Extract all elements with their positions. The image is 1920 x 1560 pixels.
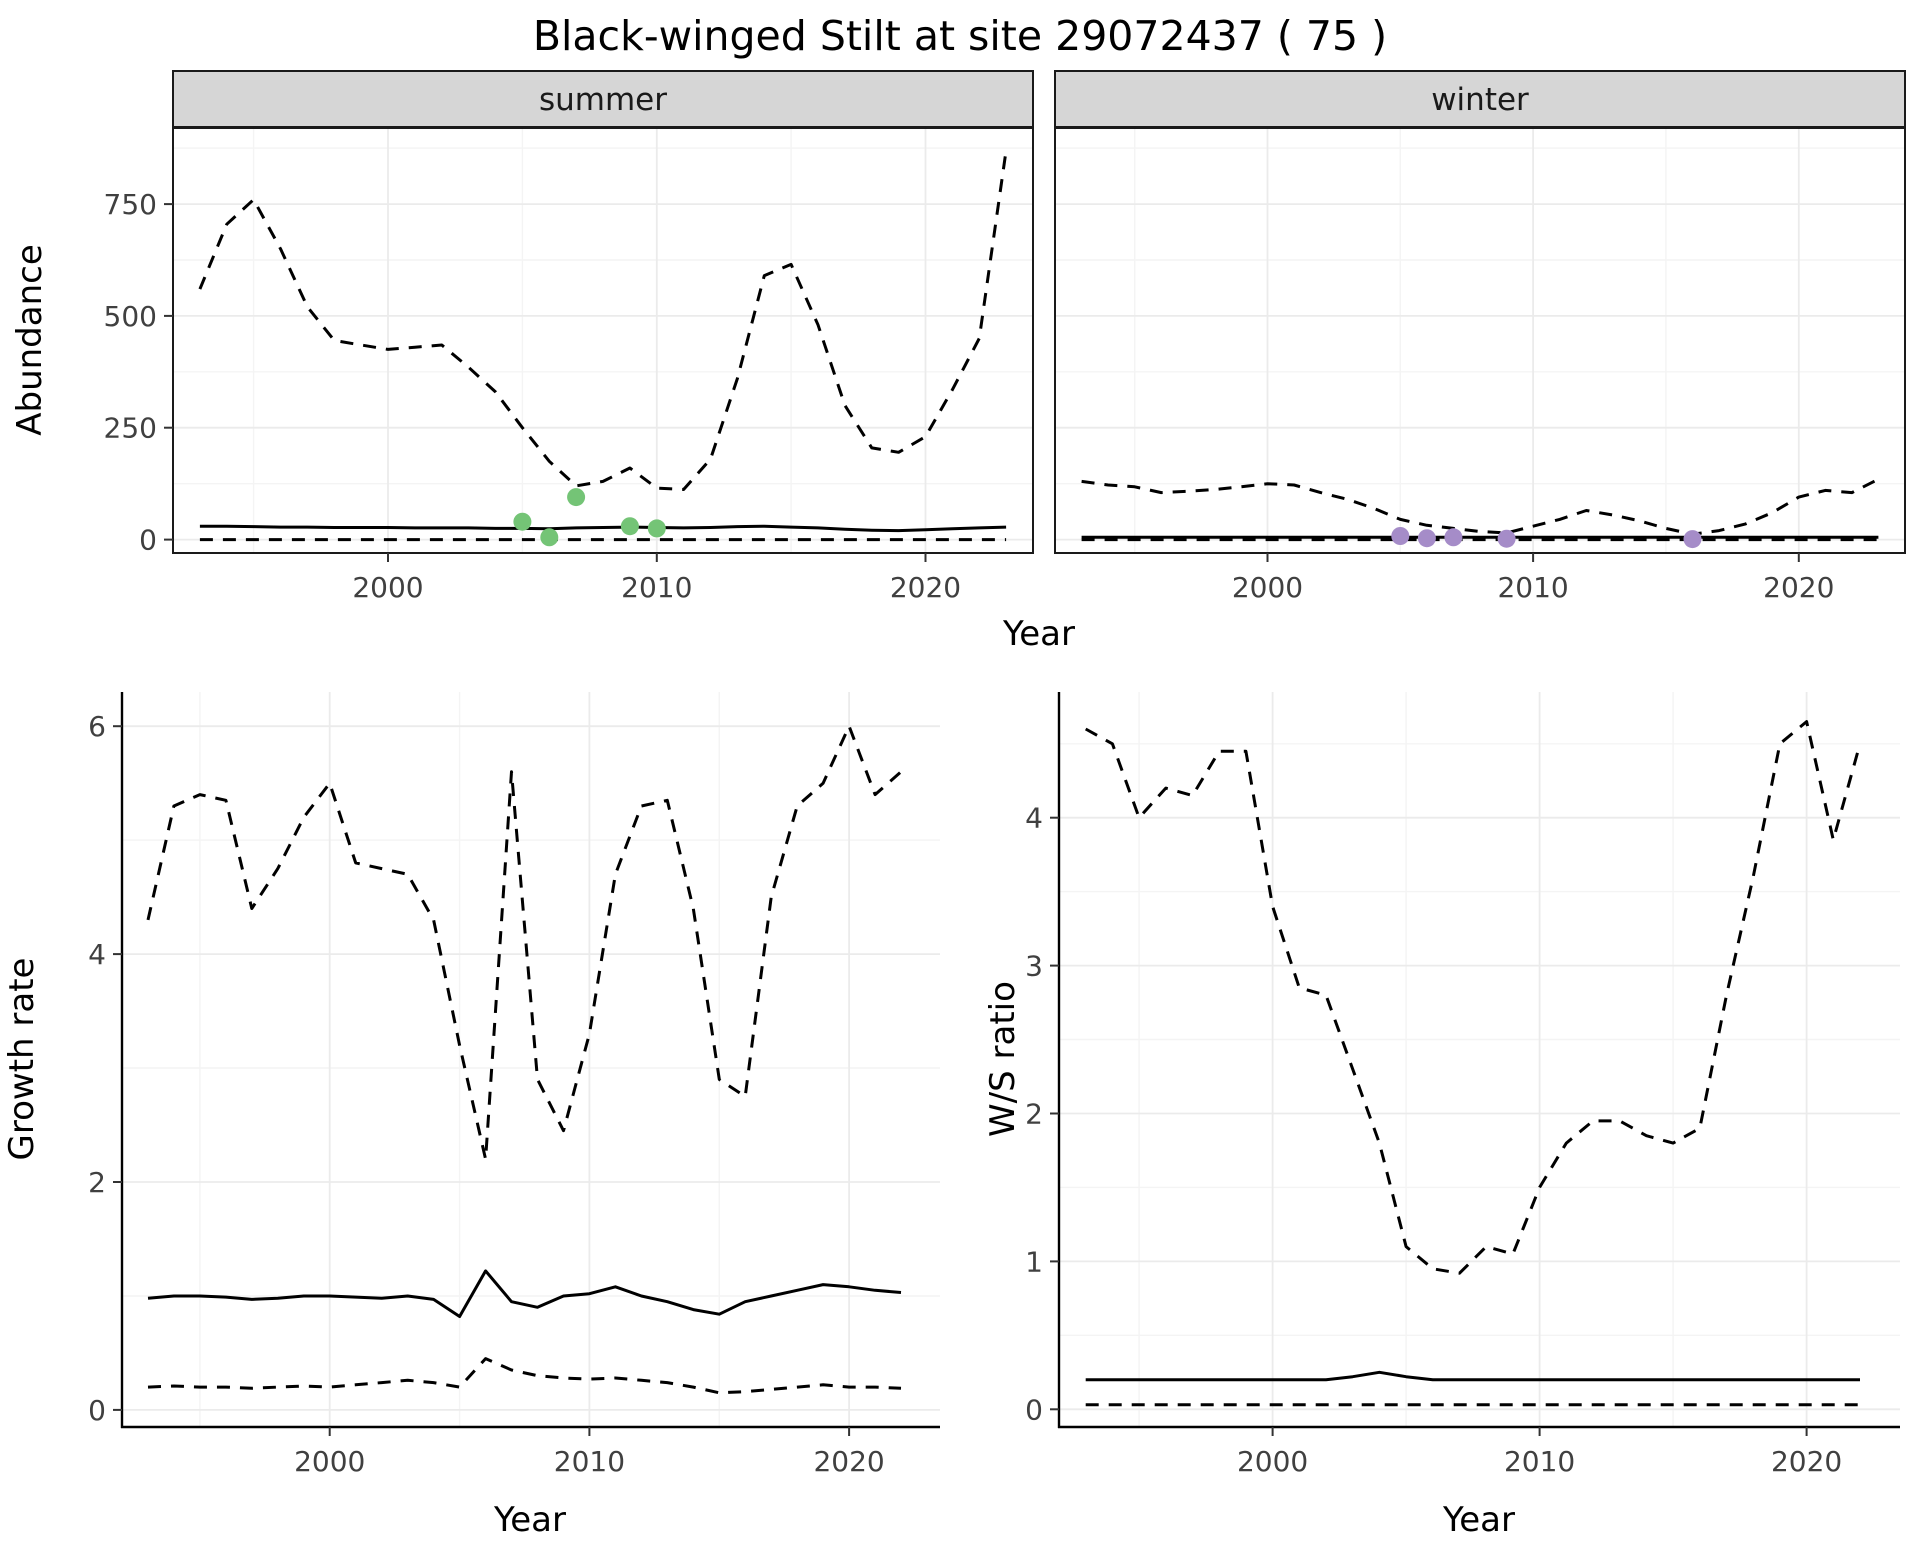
svg-text:250: 250 xyxy=(104,412,157,445)
svg-text:1: 1 xyxy=(1025,1245,1043,1278)
svg-text:2010: 2010 xyxy=(1504,1445,1575,1478)
abundance-winter-chart: 2000 2010 2020 winter xyxy=(1054,70,1906,604)
svg-text:500: 500 xyxy=(104,300,157,333)
abundance-summer-chart: 2000 2010 2020 0 250 500 750 summer xyxy=(104,70,1034,604)
growth-year-axis-label: Year xyxy=(494,1500,566,1540)
svg-text:6: 6 xyxy=(88,710,106,743)
svg-text:0: 0 xyxy=(139,524,157,557)
svg-text:2020: 2020 xyxy=(1771,1445,1842,1478)
svg-text:0: 0 xyxy=(88,1394,106,1427)
svg-text:3: 3 xyxy=(1025,950,1043,983)
svg-text:2: 2 xyxy=(88,1166,106,1199)
svg-text:2010: 2010 xyxy=(1497,571,1568,604)
svg-text:4: 4 xyxy=(1025,802,1043,835)
plot-title: Black-winged Stilt at site 29072437 ( 75… xyxy=(532,12,1388,60)
svg-text:2000: 2000 xyxy=(1237,1445,1308,1478)
svg-text:summer: summer xyxy=(539,82,667,118)
svg-text:2020: 2020 xyxy=(1763,571,1834,604)
svg-text:2: 2 xyxy=(1025,1098,1043,1131)
svg-text:2000: 2000 xyxy=(352,571,423,604)
ws-ratio-chart: 2000 2010 2020 0 1 2 3 4 xyxy=(1025,692,1900,1478)
svg-text:750: 750 xyxy=(104,188,157,221)
svg-text:2000: 2000 xyxy=(1232,571,1303,604)
growth-rate-plot: 2000 2010 2020 0 2 4 6 xyxy=(60,680,965,1499)
top-year-axis-label: Year xyxy=(1003,614,1075,654)
svg-text:2010: 2010 xyxy=(621,571,692,604)
abundance-axis-label: Abundance xyxy=(10,244,50,436)
ws-ratio-plot: 2000 2010 2020 0 1 2 3 4 xyxy=(985,680,1910,1499)
facet-winter: 2000 2010 2020 winter xyxy=(1052,70,1910,614)
svg-text:2010: 2010 xyxy=(554,1445,625,1478)
ws-year-axis-label: Year xyxy=(1443,1500,1515,1540)
growth-rate-chart: 2000 2010 2020 0 2 4 6 xyxy=(88,692,940,1478)
growth-rate-axis-label: Growth rate xyxy=(2,957,42,1161)
svg-text:2020: 2020 xyxy=(813,1445,884,1478)
facet-summer: 2000 2010 2020 0 250 500 750 summer xyxy=(88,70,1036,614)
svg-text:4: 4 xyxy=(88,938,106,971)
svg-text:2020: 2020 xyxy=(890,571,961,604)
svg-text:0: 0 xyxy=(1025,1393,1043,1426)
svg-text:winter: winter xyxy=(1431,82,1529,118)
svg-text:2000: 2000 xyxy=(294,1445,365,1478)
